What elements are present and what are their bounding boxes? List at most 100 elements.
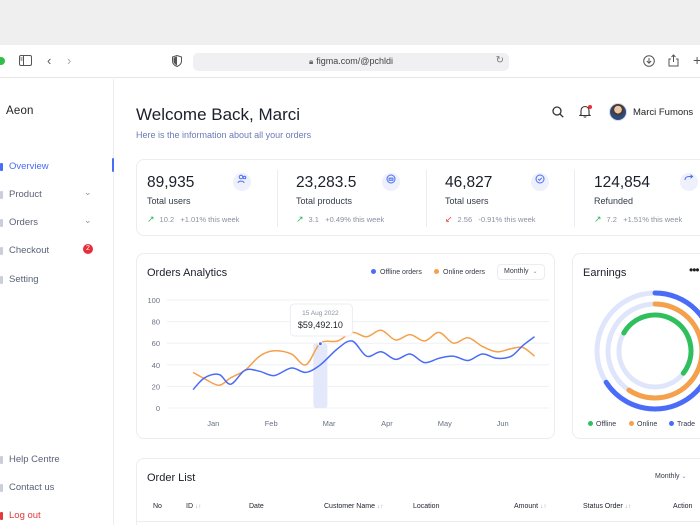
stat-total-users: 89,935 Total users ↗ 10.2 +1.01% this wee… [137,160,277,237]
lock-icon: 🔒︎ [309,57,314,66]
window-zoom-dot[interactable] [0,57,5,65]
column-header-id[interactable]: ID ↓↑ [186,503,202,510]
share-icon[interactable] [668,54,679,69]
notification-dot [588,105,592,109]
legend-label: Trade [677,421,696,428]
stat-refunded: 124,854 Refunded ↗ 7.2 +1.51% this week [584,160,700,237]
sort-icon[interactable]: ↓↑ [376,503,384,510]
user-name[interactable]: Marci Fumons [633,107,694,118]
x-tick-label: May [438,419,452,428]
stat-divider [574,170,575,227]
legend-swatch [669,421,674,426]
sidebar-toggle-icon[interactable] [19,55,32,68]
bullet [0,219,3,227]
ring-trade [616,312,694,390]
stat-trend: ↗ 7.2 +1.51% this week [594,214,682,225]
legend-online: Online orders [434,269,485,276]
y-tick-label: 100 [147,296,160,305]
series-line-online-orders [192,329,535,387]
stat-delta: 2.56 [457,215,473,224]
avatar[interactable] [609,103,627,121]
sidebar-item-label: Product [9,189,42,200]
sidebar-item-label: Contact us [9,482,55,493]
series-line-offline-orders [192,336,535,391]
period-value: Monthly [504,268,529,275]
stat-label: Refunded [594,196,634,206]
table-header-divider [137,521,700,522]
stat-trend: ↗ 10.2 +1.01% this week [147,214,239,225]
ring-offline [594,290,700,412]
url-text: figma.com/@pchldi [316,56,393,66]
column-header-customer-name[interactable]: Customer Name ↓↑ [324,503,383,510]
back-icon[interactable]: ‹ [47,53,52,68]
column-header-location: Location [413,503,439,510]
y-tick-label: 60 [152,339,160,348]
y-tick-label: 0 [156,404,160,413]
stat-label: Total users [147,196,191,206]
x-tick-label: Mar [323,419,336,428]
period-select[interactable]: Monthly ⌄ [655,473,687,480]
sort-icon[interactable]: ↓↑ [540,503,547,510]
sidebar-item-setting[interactable]: Setting [0,271,114,289]
sidebar-item-checkout[interactable]: Checkout 2 [0,242,114,260]
legend-label: Online [637,421,658,428]
sidebar-item-label: Checkout [9,245,50,256]
stat-label: Total users [445,196,489,206]
stat-percent: -0.91% this week [478,215,536,224]
shield-icon[interactable] [172,54,182,69]
bullet [0,484,3,492]
sidebar-item-overview[interactable]: Overview [0,158,114,176]
trend-up-icon: ↗ [296,214,304,224]
column-header-date: Date [249,503,264,510]
y-tick-label: 80 [152,318,160,327]
column-label: Action [673,503,693,510]
stat-divider [277,170,278,227]
sidebar-item-logout[interactable]: Log out [0,507,114,525]
sort-icon[interactable]: ↓↑ [624,503,632,510]
column-header-amount[interactable]: Amount ↓↑ [514,503,547,510]
column-header-status-order[interactable]: Status Order ↓↑ [583,503,631,510]
address-bar[interactable]: 🔒︎ figma.com/@pchldi ↻ [193,53,509,71]
column-header-action: Action [673,503,692,510]
card-title: Order List [147,472,196,484]
stat-total-users-2: 46,827 Total users ↙ 2.56 -0.91% this wee… [435,160,575,237]
stats-card: 89,935 Total users ↗ 10.2 +1.01% this wee… [136,159,700,236]
stat-value: 23,283.5 [296,174,357,191]
sidebar-item-contact-us[interactable]: Contact us [0,479,114,497]
period-value: Monthly [655,473,680,480]
legend-label: Offline orders [380,269,422,276]
forward-icon[interactable]: › [67,53,72,68]
page-title: Welcome Back, Marci [136,105,301,124]
sidebar-item-label: Help Centre [9,454,60,465]
ring-online [605,301,700,401]
new-tab-icon[interactable]: + [693,52,700,68]
legend-label: Online orders [443,269,486,276]
legend-offline: Offline [588,421,616,428]
column-label: Date [249,503,264,510]
y-tick-label: 40 [152,361,160,370]
search-icon[interactable] [552,105,564,123]
more-options-icon[interactable]: ••• [689,263,700,277]
stat-delta: 3.1 [308,215,319,224]
bell-icon[interactable] [578,105,592,123]
reload-icon[interactable]: ↻ [495,55,504,66]
box-icon [382,173,400,191]
chevron-down-icon: ⌄ [681,474,687,480]
tooltip-point [317,341,323,347]
sidebar-item-help-centre[interactable]: Help Centre [0,451,114,469]
column-label: No [153,503,162,510]
users-icon [233,173,251,191]
x-tick-label: Jan [207,419,219,428]
legend-swatch [629,421,634,426]
stat-delta: 7.2 [606,215,617,224]
download-icon[interactable] [643,55,655,69]
stat-divider [426,170,427,227]
sort-icon[interactable]: ↓↑ [195,503,202,510]
period-select[interactable]: Monthly ⌄ [497,264,545,280]
stat-trend: ↙ 2.56 -0.91% this week [445,214,536,225]
card-title: Earnings [583,267,627,279]
sidebar-item-orders[interactable]: Orders ⌄ [0,214,114,232]
column-label: Customer Name [324,503,375,510]
sidebar-item-product[interactable]: Product ⌄ [0,186,114,204]
tooltip-date: 15 Aug 2022 [302,310,339,317]
